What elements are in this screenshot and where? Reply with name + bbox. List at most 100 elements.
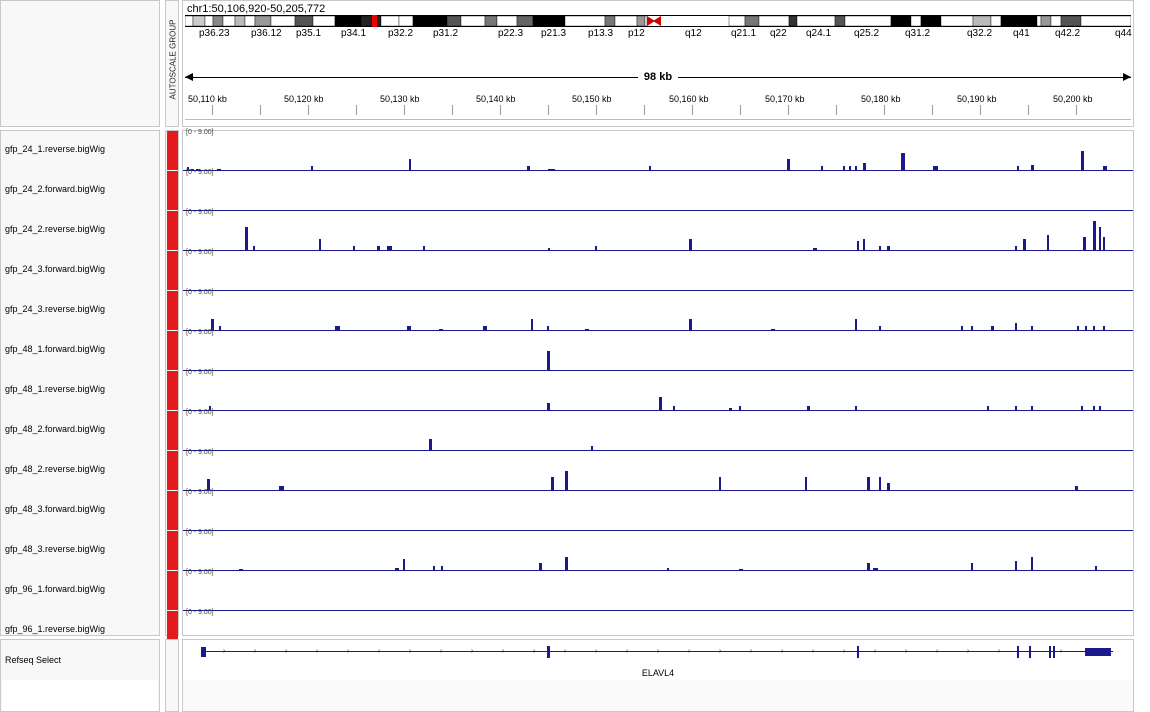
signal-bar [539, 563, 542, 571]
strand-chevron-icon: › [967, 648, 970, 655]
track-name[interactable]: gfp_48_1.reverse.bigWig [5, 384, 106, 394]
signal-bar [873, 568, 878, 571]
signal-bar [1093, 406, 1095, 411]
attribute-cell[interactable] [167, 531, 178, 571]
attribute-cell[interactable] [167, 571, 178, 611]
cytoband-label: p13.3 [588, 28, 614, 39]
attribute-cell[interactable] [167, 211, 178, 251]
signal-bar [423, 246, 425, 251]
ruler-tick [404, 105, 405, 115]
arrow-left-icon [185, 73, 193, 81]
signal-bar [187, 167, 189, 171]
signal-track[interactable]: [0 - 9.00] [183, 529, 1133, 571]
track-baseline [183, 450, 1133, 451]
signal-bar [595, 246, 597, 251]
track-name[interactable]: gfp_48_3.forward.bigWig [5, 504, 106, 514]
signal-bar [1095, 566, 1097, 571]
ruler-tick [548, 105, 549, 115]
cytoband-label: p36.23 [199, 28, 230, 39]
exon [1053, 646, 1055, 658]
track-name[interactable]: gfp_24_2.forward.bigWig [5, 184, 106, 194]
attribute-cell[interactable] [167, 491, 178, 531]
signal-bar [961, 326, 963, 331]
strand-chevron-icon: › [378, 648, 381, 655]
signal-bar [377, 246, 380, 251]
signal-bar [547, 326, 549, 331]
signal-track[interactable]: [0 - 9.00] [183, 489, 1133, 531]
attribute-cell[interactable] [167, 371, 178, 411]
attribute-cell[interactable] [167, 331, 178, 371]
chromosome-ideogram[interactable] [185, 15, 1131, 27]
data-range-label: [0 - 9.00] [186, 289, 214, 296]
track-name[interactable]: gfp_96_1.reverse.bigWig [5, 624, 106, 634]
attribute-cell[interactable] [167, 411, 178, 451]
signal-bar [771, 329, 775, 331]
signal-track[interactable]: [0 - 9.00] [183, 569, 1133, 611]
strand-chevron-icon: › [533, 648, 536, 655]
signal-bar [439, 329, 443, 331]
track-name[interactable]: gfp_48_1.forward.bigWig [5, 344, 106, 354]
signal-bar [531, 319, 533, 331]
strand-chevron-icon: › [347, 648, 350, 655]
track-name[interactable]: gfp_48_3.reverse.bigWig [5, 544, 106, 554]
ruler-label: 50,170 kb [765, 94, 805, 104]
signal-bar [689, 239, 692, 251]
data-range-label: [0 - 9.00] [186, 129, 214, 136]
signal-bar [649, 166, 651, 171]
ruler-tick [1076, 105, 1077, 115]
signal-bar [855, 166, 857, 171]
data-range-label: [0 - 9.00] [186, 529, 214, 536]
track-name[interactable]: gfp_24_3.forward.bigWig [5, 264, 106, 274]
ruler-panel[interactable]: chr1:50,106,920-50,205,772 p36.23 p36.12 p… [182, 0, 1134, 127]
signal-track[interactable]: [0 - 9.00] [183, 409, 1133, 451]
signal-bar [1031, 326, 1033, 331]
track-name[interactable]: gfp_24_2.reverse.bigWig [5, 224, 106, 234]
cytoband-label: q21.1 [731, 28, 757, 39]
signal-track[interactable]: [0 - 9.00] [183, 169, 1133, 211]
track-baseline [183, 570, 1133, 571]
signal-track[interactable]: [0 - 9.00] [183, 329, 1133, 371]
signal-bar [667, 568, 669, 571]
signal-bar [739, 569, 743, 571]
attribute-cell[interactable] [167, 131, 178, 171]
track-name[interactable]: gfp_96_1.forward.bigWig [5, 584, 106, 594]
attribute-panel [165, 130, 179, 651]
strand-chevron-icon: › [626, 648, 629, 655]
track-baseline [183, 410, 1133, 411]
track-baseline [183, 490, 1133, 491]
strand-chevron-icon: › [1029, 648, 1032, 655]
signal-track[interactable]: [0 - 9.00] [183, 449, 1133, 491]
strand-chevron-icon: › [750, 648, 753, 655]
feature-panel[interactable]: › › › › › › › › › › › › › › › › › › › › › › › › › › › › ELAVL4 [182, 639, 1134, 712]
signal-track[interactable]: [0 - 9.00] [183, 249, 1133, 291]
data-panel[interactable]: [0 - 9.00] [0 - 9.00] [0 - 9.00] [0 - 9.00]… [182, 129, 1134, 651]
signal-bar [387, 246, 392, 251]
track-name[interactable]: gfp_48_2.reverse.bigWig [5, 464, 106, 474]
signal-bar [1093, 221, 1096, 251]
signal-bar [1031, 557, 1033, 571]
autoscale-group-label: AUTOSCALE GROUP [168, 19, 178, 100]
attribute-cell[interactable] [167, 451, 178, 491]
signal-bar [239, 569, 243, 571]
signal-bar [991, 326, 994, 331]
signal-track[interactable]: [0 - 9.00] [183, 209, 1133, 251]
track-name[interactable]: gfp_24_1.reverse.bigWig [5, 144, 106, 154]
signal-bar [843, 166, 845, 171]
signal-track[interactable]: [0 - 9.00] [183, 129, 1133, 171]
attribute-cell[interactable] [167, 251, 178, 291]
signal-track[interactable]: [0 - 9.00] [183, 289, 1133, 331]
track-name-refseq[interactable]: Refseq Select [5, 655, 62, 665]
signal-bar [407, 326, 411, 331]
signal-bar [729, 408, 732, 411]
track-name[interactable]: gfp_48_2.forward.bigWig [5, 424, 106, 434]
attribute-cell[interactable] [167, 171, 178, 211]
signal-bar [987, 406, 989, 411]
signal-bar [1099, 227, 1101, 251]
track-name[interactable]: gfp_24_3.reverse.bigWig [5, 304, 106, 314]
attribute-header: AUTOSCALE GROUP [165, 0, 179, 127]
exon [547, 646, 550, 658]
strand-chevron-icon: › [440, 648, 443, 655]
strand-chevron-icon: › [874, 648, 877, 655]
signal-track[interactable]: [0 - 9.00] [183, 369, 1133, 411]
attribute-cell[interactable] [167, 291, 178, 331]
